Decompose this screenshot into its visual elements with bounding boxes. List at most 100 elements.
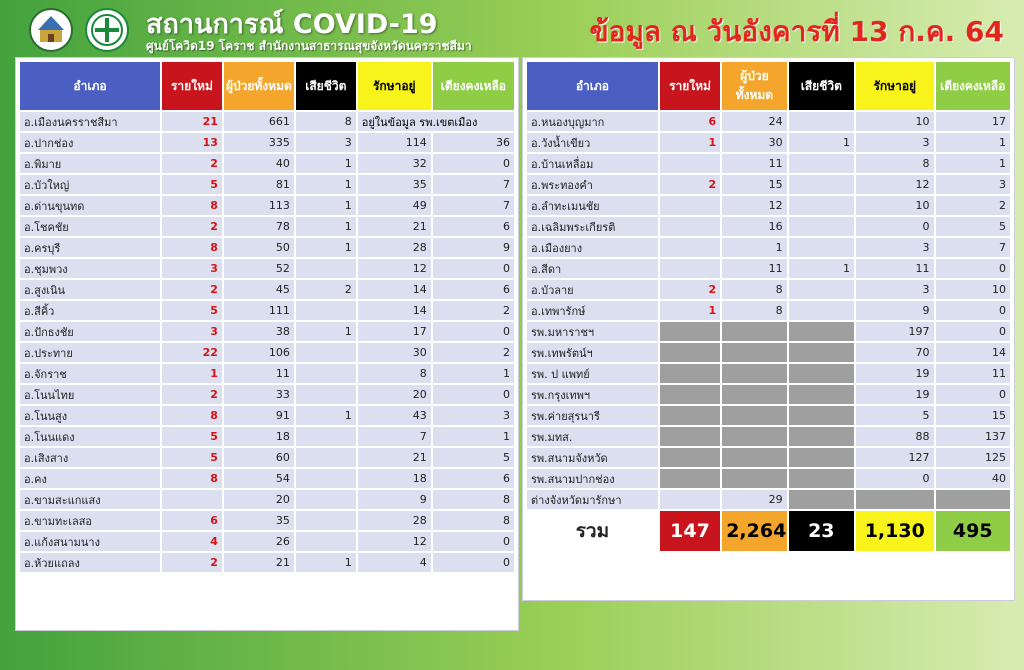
district-name-cell: อ.สีดา [527,259,658,278]
table-row: อ.เฉลิมพระเกียรติ 16 0 5 [527,217,1010,236]
total-cases-cell: 21 [223,553,294,572]
beds-left-cell: 0 [935,385,1010,404]
beds-left-cell: 7 [432,196,514,215]
table-row: อ.สูงเนิน 2 45 2 14 6 [20,280,514,299]
beds-left-cell: 1 [432,364,514,383]
table-row: อ.ปากช่อง 13 335 3 114 36 [20,133,514,152]
table-row: อ.ขามทะเลสอ 6 35 28 8 [20,511,514,530]
in-care-cell: 3 [856,238,934,257]
beds-left-cell: 2 [432,343,514,362]
district-name-cell: อ.ปากช่อง [20,133,161,152]
beds-left-cell: 2 [935,196,1010,215]
district-name-cell: รพ. ป แพทย์ [527,364,658,383]
table-row: อ.ห้วยแถลง 2 21 1 4 0 [20,553,514,572]
in-care-cell: 127 [856,448,934,467]
total-cases-cell: 45 [223,280,294,299]
in-care-cell: 197 [856,322,934,341]
district-name-cell: อ.เมืองยาง [527,238,658,257]
deaths-cell: 1 [788,133,855,152]
district-name-cell: อ.สูงเนิน [20,280,161,299]
beds-left-cell: 0 [432,385,514,404]
total-cases-cell: 111 [223,301,294,320]
new-cases-cell: 8 [162,238,222,257]
new-cases-cell: 8 [162,196,222,215]
total-cases-cell: 8 [722,280,787,299]
column-header-beds-left: เตียงคงเหลือ [432,62,514,110]
in-care-cell: 12 [357,532,431,551]
beds-left-cell: 6 [432,217,514,236]
page-title: สถานการณ์ COVID-19 [146,9,438,40]
beds-left-cell: 1 [432,427,514,446]
new-cases-cell [659,322,721,341]
district-name-cell: อ.โนนไทย [20,385,161,404]
column-header-total-cases: ผู้ป่วยทั้งหมด [223,62,294,110]
in-care-cell: 14 [357,301,431,320]
beds-left-cell: 40 [935,469,1010,488]
district-name-cell: ต่างจังหวัดมารักษา [527,490,658,509]
new-cases-cell: 2 [162,280,222,299]
deaths-cell: 2 [295,280,356,299]
total-cases-cell: 29 [722,490,787,509]
district-name-cell: อ.โนนแดง [20,427,161,446]
district-name-cell: อ.เสิงสาง [20,448,161,467]
total-cases-cell: 15 [722,175,787,194]
header: สถานการณ์ COVID-19 ศูนย์โควิด19 โคราช สำ… [0,0,1024,56]
right-district-table: อำเภอ รายใหม่ ผู้ป่วยทั้งหมด เสียชีวิต ร… [525,60,1012,553]
hospital-note-cell: อยู่ในข้อมูล รพ.เขตเมือง [357,112,514,131]
in-care-cell: 12 [856,175,934,194]
deaths-cell: 1 [295,217,356,236]
in-care-cell: 49 [357,196,431,215]
district-name-cell: อ.โนนสูง [20,406,161,425]
total-cases-cell: 40 [223,154,294,173]
new-cases-cell [659,259,721,278]
table-row: อ.บ้านเหลื่อม 11 8 1 [527,154,1010,173]
beds-left-cell: 8 [432,490,514,509]
table-row: อ.เทพารักษ์ 1 8 9 0 [527,301,1010,320]
table-header-row: อำเภอ รายใหม่ ผู้ป่วยทั้งหมด เสียชีวิต ร… [20,62,514,110]
beds-left-cell: 0 [935,259,1010,278]
total-cases-cell: 11 [722,259,787,278]
left-district-table: อำเภอ รายใหม่ ผู้ป่วยทั้งหมด เสียชีวิต ร… [18,60,516,574]
deaths-cell [295,469,356,488]
beds-left-cell: 5 [935,217,1010,236]
total-cases-cell [722,385,787,404]
column-header-new-cases: รายใหม่ [162,62,222,110]
total-cases-cell: 8 [722,301,787,320]
new-cases-cell: 2 [659,280,721,299]
in-care-cell: 70 [856,343,934,362]
column-header-beds-left: เตียงคงเหลือ [935,62,1010,110]
beds-left-cell: 125 [935,448,1010,467]
beds-left-cell: 6 [432,280,514,299]
table-row: รพ. ป แพทย์ 19 11 [527,364,1010,383]
total-cases-cell: 661 [223,112,294,131]
table-row: อ.เสิงสาง 5 60 21 5 [20,448,514,467]
table-row: อ.จักราช 1 11 8 1 [20,364,514,383]
column-header-district: อำเภอ [527,62,658,110]
deaths-cell [788,343,855,362]
new-cases-cell: 3 [162,259,222,278]
new-cases-cell [659,196,721,215]
beds-left-cell: 0 [432,259,514,278]
district-name-cell: อ.บ้านเหลื่อม [527,154,658,173]
district-name-cell: อ.เทพารักษ์ [527,301,658,320]
table-row: อ.เมืองยาง 1 3 7 [527,238,1010,257]
table-row: อ.ด่านขุนทด 8 113 1 49 7 [20,196,514,215]
deaths-cell [788,175,855,194]
total-cases-cell: 12 [722,196,787,215]
in-care-cell: 8 [357,364,431,383]
table-row: อ.สีดา 11 1 11 0 [527,259,1010,278]
beds-left-cell: 1 [935,133,1010,152]
in-care-cell: 8 [856,154,934,173]
total-cases-cell: 1 [722,238,787,257]
deaths-cell [788,301,855,320]
in-care-cell: 17 [357,322,431,341]
total-cases-cell: 35 [223,511,294,530]
new-cases-cell: 13 [162,133,222,152]
deaths-cell [295,448,356,467]
total-cases-cell [722,469,787,488]
district-name-cell: อ.ประทาย [20,343,161,362]
district-name-cell: อ.เมืองนครราชสีมา [20,112,161,131]
in-care-cell: 0 [856,217,934,236]
deaths-cell [788,217,855,236]
in-care-cell: 9 [856,301,934,320]
